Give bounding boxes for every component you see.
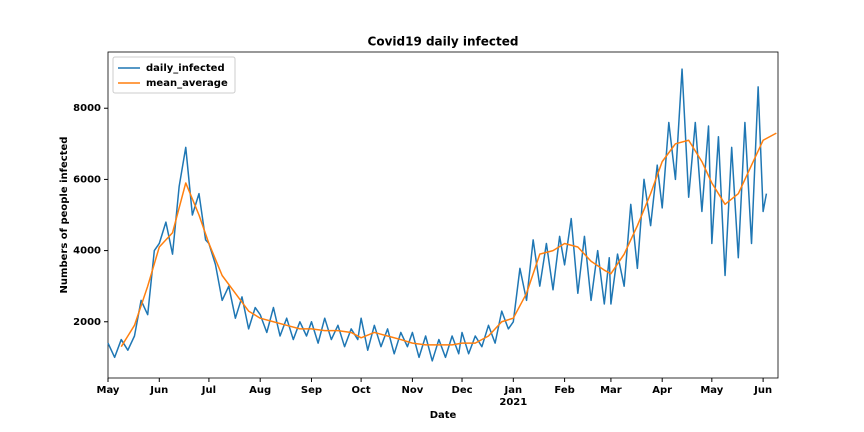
y-tick-label: 2000	[73, 317, 101, 328]
x-tick-label: May	[700, 385, 723, 396]
x-axis-label: Date	[430, 410, 457, 421]
x-tick-label: Jul	[201, 385, 216, 396]
legend: daily_infected mean_average	[112, 56, 236, 94]
x-tick-label: May	[97, 385, 120, 396]
x-tick-label: Jun	[753, 385, 772, 396]
x-tick-label: Mar	[600, 385, 622, 396]
legend-box	[112, 56, 236, 94]
x-tick-label: Nov	[402, 385, 424, 396]
year-label: 2021	[499, 397, 527, 408]
x-tick-label: Sep	[301, 385, 322, 396]
chart-title: Covid19 daily infected	[368, 35, 519, 49]
x-tick-label: Oct	[352, 385, 371, 396]
legend-label: daily_infected	[146, 63, 225, 74]
line-mean-average	[120, 132, 777, 348]
x-tick-label: Feb	[554, 385, 574, 396]
x-tick-label: Apr	[652, 385, 672, 396]
plot-frame	[107, 51, 779, 379]
x-tick-label: Jan	[504, 385, 523, 396]
x-tick-label: Dec	[452, 385, 473, 396]
x-tick-label: Aug	[249, 385, 271, 396]
x-tick-label: Jun	[149, 385, 168, 396]
y-tick-label: 8000	[73, 103, 101, 114]
y-axis-label: Numbers of people infected	[59, 137, 70, 294]
y-tick-label: 4000	[73, 246, 101, 257]
y-tick-label: 6000	[73, 174, 101, 185]
line-daily-infected	[107, 68, 768, 362]
legend-label: mean_average	[146, 78, 228, 89]
